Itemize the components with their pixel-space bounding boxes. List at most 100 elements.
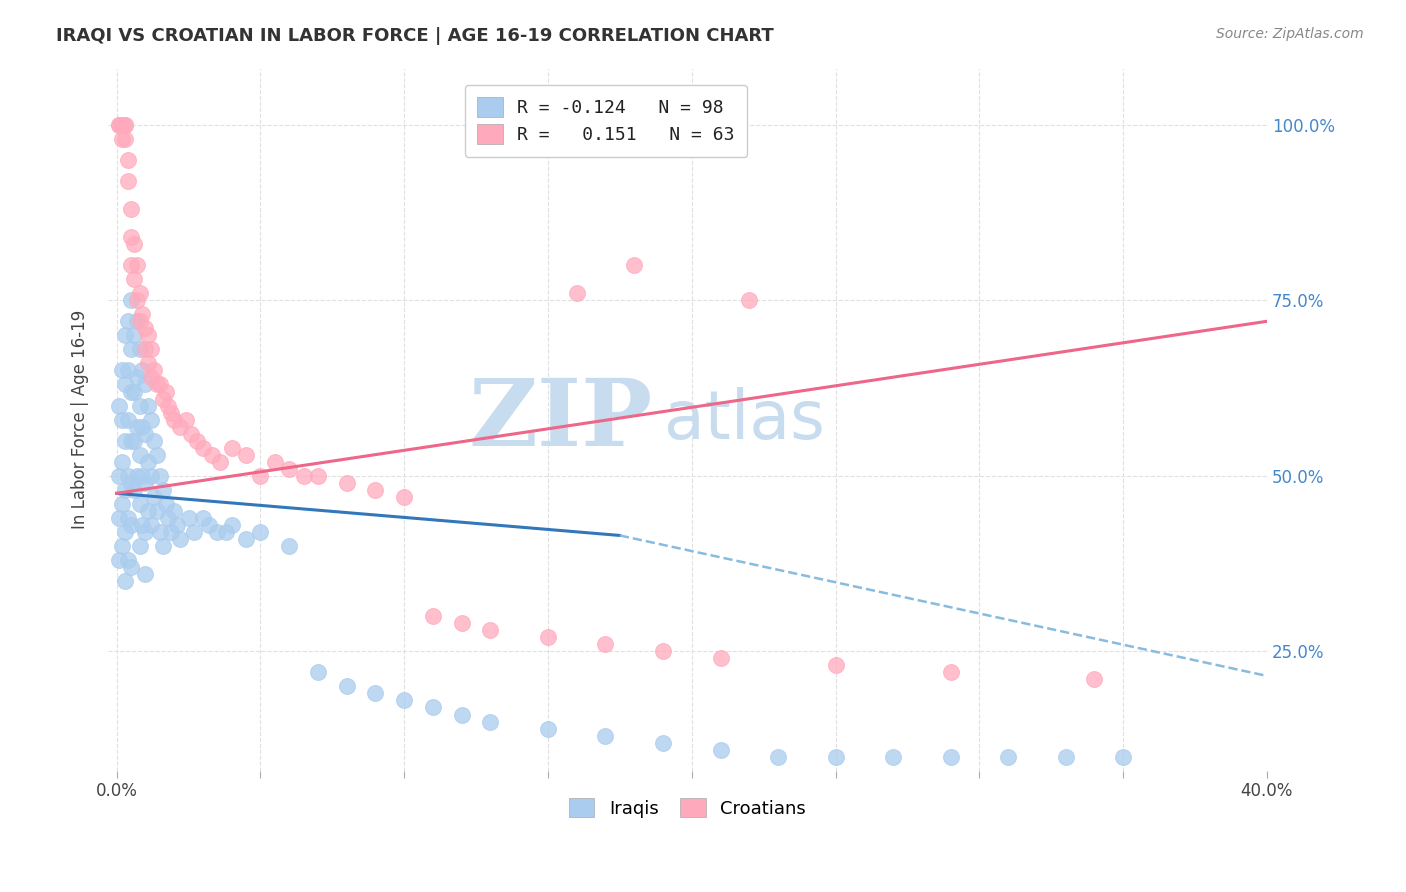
- Point: [249, 468, 271, 483]
- Point: [114, 118, 136, 132]
- Point: [114, 574, 136, 588]
- Point: [709, 651, 731, 665]
- Point: [595, 637, 617, 651]
- Point: [738, 293, 761, 308]
- Point: [114, 328, 136, 343]
- Legend: Iraqis, Croatians: Iraqis, Croatians: [562, 790, 813, 825]
- Point: [108, 468, 131, 483]
- Point: [215, 524, 238, 539]
- Point: [131, 363, 153, 377]
- Point: [186, 434, 208, 448]
- Point: [766, 749, 789, 764]
- Point: [149, 377, 172, 392]
- Point: [117, 468, 139, 483]
- Point: [120, 517, 142, 532]
- Point: [422, 700, 444, 714]
- Point: [392, 693, 415, 707]
- Point: [111, 539, 134, 553]
- Point: [450, 707, 472, 722]
- Point: [191, 511, 214, 525]
- Point: [111, 132, 134, 146]
- Point: [136, 455, 159, 469]
- Point: [125, 370, 148, 384]
- Point: [235, 448, 257, 462]
- Point: [114, 524, 136, 539]
- Point: [111, 363, 134, 377]
- Point: [122, 328, 145, 343]
- Point: [108, 399, 131, 413]
- Point: [143, 490, 166, 504]
- Point: [882, 749, 904, 764]
- Point: [249, 524, 271, 539]
- Point: [122, 237, 145, 252]
- Point: [278, 462, 301, 476]
- Point: [128, 448, 150, 462]
- Point: [422, 609, 444, 624]
- Point: [336, 475, 359, 490]
- Point: [117, 363, 139, 377]
- Point: [307, 468, 329, 483]
- Text: Source: ZipAtlas.com: Source: ZipAtlas.com: [1216, 27, 1364, 41]
- Point: [307, 665, 329, 680]
- Point: [120, 293, 142, 308]
- Point: [146, 377, 169, 392]
- Point: [146, 504, 169, 518]
- Point: [169, 419, 191, 434]
- Point: [595, 729, 617, 743]
- Point: [136, 399, 159, 413]
- Point: [139, 468, 162, 483]
- Point: [152, 392, 174, 406]
- Point: [221, 517, 243, 532]
- Point: [128, 399, 150, 413]
- Point: [131, 517, 153, 532]
- Point: [160, 406, 183, 420]
- Point: [143, 434, 166, 448]
- Point: [939, 749, 962, 764]
- Point: [136, 328, 159, 343]
- Point: [160, 524, 183, 539]
- Point: [120, 384, 142, 399]
- Point: [709, 742, 731, 756]
- Point: [997, 749, 1019, 764]
- Point: [450, 616, 472, 631]
- Point: [114, 132, 136, 146]
- Point: [108, 118, 131, 132]
- Point: [177, 511, 200, 525]
- Point: [479, 624, 502, 638]
- Point: [134, 343, 156, 357]
- Point: [479, 714, 502, 729]
- Point: [134, 475, 156, 490]
- Text: IRAQI VS CROATIAN IN LABOR FORCE | AGE 16-19 CORRELATION CHART: IRAQI VS CROATIAN IN LABOR FORCE | AGE 1…: [56, 27, 773, 45]
- Point: [155, 497, 177, 511]
- Point: [939, 665, 962, 680]
- Point: [336, 680, 359, 694]
- Point: [108, 511, 131, 525]
- Point: [824, 749, 846, 764]
- Point: [180, 426, 202, 441]
- Point: [139, 343, 162, 357]
- Point: [364, 686, 387, 700]
- Point: [117, 511, 139, 525]
- Point: [125, 293, 148, 308]
- Point: [114, 434, 136, 448]
- Point: [117, 153, 139, 167]
- Point: [183, 524, 205, 539]
- Point: [200, 448, 222, 462]
- Point: [122, 272, 145, 286]
- Point: [125, 468, 148, 483]
- Point: [166, 517, 188, 532]
- Point: [152, 483, 174, 497]
- Point: [537, 630, 560, 644]
- Point: [122, 434, 145, 448]
- Point: [392, 490, 415, 504]
- Point: [623, 258, 645, 272]
- Point: [131, 419, 153, 434]
- Point: [120, 560, 142, 574]
- Point: [143, 363, 166, 377]
- Point: [120, 258, 142, 272]
- Point: [139, 370, 162, 384]
- Point: [163, 504, 186, 518]
- Point: [117, 553, 139, 567]
- Point: [114, 118, 136, 132]
- Point: [134, 426, 156, 441]
